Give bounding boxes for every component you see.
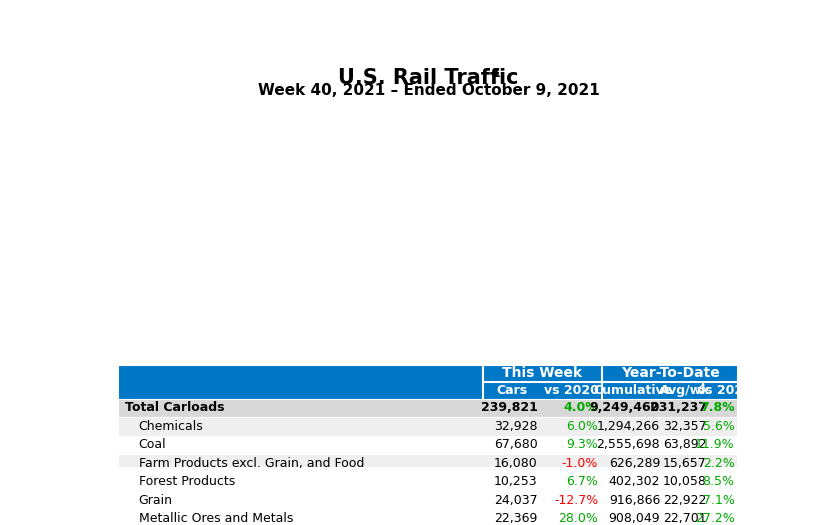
Text: Chemicals: Chemicals <box>139 420 203 433</box>
Text: 2,555,698: 2,555,698 <box>597 438 660 452</box>
Text: Year-To-Date: Year-To-Date <box>621 366 720 380</box>
Text: 28.0%: 28.0% <box>558 512 599 525</box>
Text: 11.9%: 11.9% <box>695 438 735 452</box>
Text: Farm Products excl. Grain, and Food: Farm Products excl. Grain, and Food <box>139 457 364 470</box>
Text: 10,253: 10,253 <box>494 475 538 488</box>
Text: 402,302: 402,302 <box>609 475 660 488</box>
Text: vs 2020: vs 2020 <box>544 384 599 397</box>
Text: 63,892: 63,892 <box>663 438 706 452</box>
Text: Cumulative: Cumulative <box>594 384 673 397</box>
Text: Grain: Grain <box>139 494 172 507</box>
Text: 22,369: 22,369 <box>494 512 538 525</box>
Text: Avg/wk: Avg/wk <box>660 384 711 397</box>
Text: 22,922: 22,922 <box>663 494 706 507</box>
Bar <box>119 365 738 398</box>
Text: Week 40, 2021 – Ended October 9, 2021: Week 40, 2021 – Ended October 9, 2021 <box>257 83 599 98</box>
Text: This Week: This Week <box>502 366 583 380</box>
Text: 239,821: 239,821 <box>481 402 538 414</box>
Text: Cars: Cars <box>497 384 528 397</box>
Text: 32,357: 32,357 <box>663 420 706 433</box>
Bar <box>119 365 738 525</box>
Text: 27.2%: 27.2% <box>695 512 735 525</box>
Text: 5.6%: 5.6% <box>703 420 735 433</box>
Text: -12.7%: -12.7% <box>554 494 599 507</box>
Text: 9,249,460: 9,249,460 <box>590 402 660 414</box>
Text: 4.0%: 4.0% <box>563 402 599 414</box>
Bar <box>119 398 738 417</box>
Text: Coal: Coal <box>139 438 166 452</box>
Text: 1: 1 <box>492 67 501 80</box>
Text: 1,294,266: 1,294,266 <box>597 420 660 433</box>
Text: Forest Products: Forest Products <box>139 475 235 488</box>
Text: 626,289: 626,289 <box>609 457 660 470</box>
Text: 9.3%: 9.3% <box>567 438 599 452</box>
Bar <box>119 436 738 454</box>
Text: Metallic Ores and Metals: Metallic Ores and Metals <box>139 512 293 525</box>
Text: 67,680: 67,680 <box>494 438 538 452</box>
Text: 2.2%: 2.2% <box>703 457 735 470</box>
Bar <box>119 454 738 472</box>
Text: 231,237: 231,237 <box>650 402 706 414</box>
Text: 10,058: 10,058 <box>663 475 706 488</box>
Bar <box>119 417 738 436</box>
Text: 908,049: 908,049 <box>609 512 660 525</box>
Bar <box>119 510 738 525</box>
Bar <box>119 491 738 510</box>
Text: 7.8%: 7.8% <box>700 402 735 414</box>
Text: 6.7%: 6.7% <box>566 475 599 488</box>
Text: 8.5%: 8.5% <box>702 475 735 488</box>
Text: 16,080: 16,080 <box>494 457 538 470</box>
Text: Total Carloads: Total Carloads <box>125 402 224 414</box>
Bar <box>119 472 738 491</box>
Text: 15,657: 15,657 <box>663 457 706 470</box>
Text: 22,701: 22,701 <box>663 512 706 525</box>
Text: 2: 2 <box>697 381 704 392</box>
Text: 6.0%: 6.0% <box>566 420 599 433</box>
Text: U.S. Rail Traffic: U.S. Rail Traffic <box>339 68 518 88</box>
Text: 7.1%: 7.1% <box>703 494 735 507</box>
Text: vs 2020: vs 2020 <box>697 384 752 397</box>
Text: 916,866: 916,866 <box>609 494 660 507</box>
Text: -1.0%: -1.0% <box>562 457 599 470</box>
Text: 24,037: 24,037 <box>494 494 538 507</box>
Text: 32,928: 32,928 <box>494 420 538 433</box>
